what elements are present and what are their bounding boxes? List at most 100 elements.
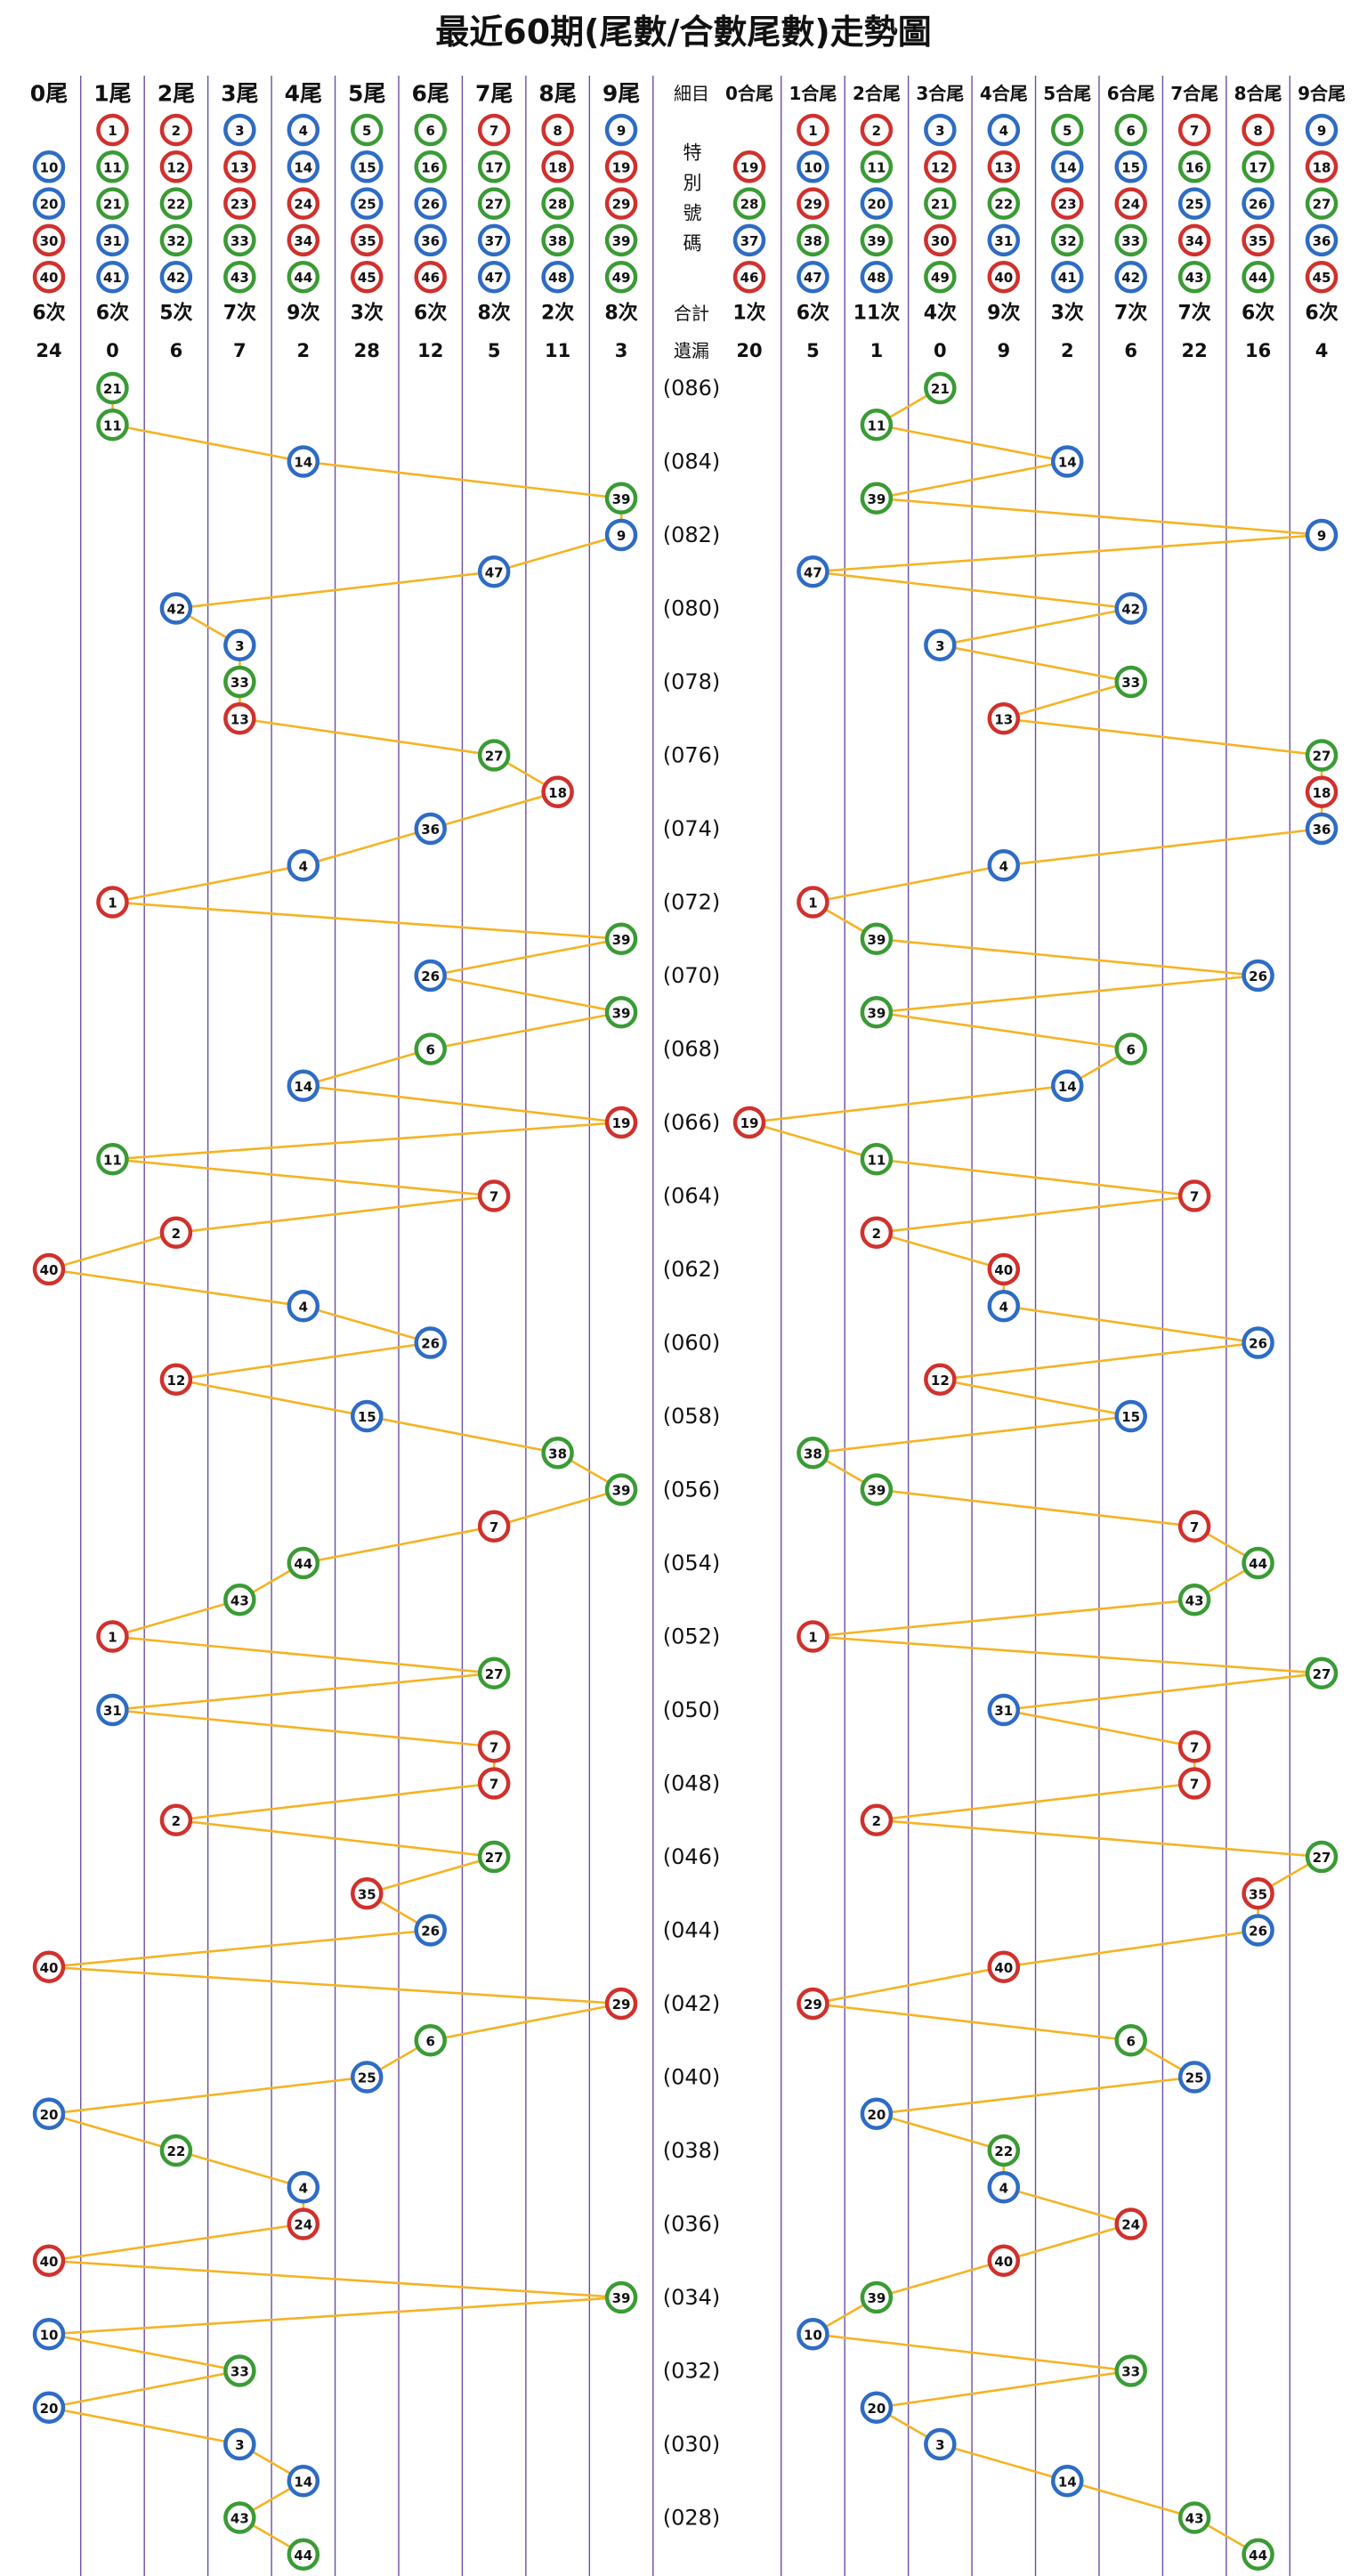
header-ball xyxy=(732,150,766,183)
sum-tail-ball xyxy=(797,2318,829,2351)
tail-ball-number: 14 xyxy=(294,2474,312,2490)
header-ball xyxy=(1177,187,1211,220)
tail-ball-number: 27 xyxy=(485,1666,504,1682)
header-ball-number: 22 xyxy=(994,197,1013,213)
column-label: 3合尾 xyxy=(916,83,964,104)
header-ball-number: 37 xyxy=(740,233,759,249)
header-ball-number: 20 xyxy=(40,197,59,213)
header-ball xyxy=(1177,150,1211,183)
tail-ball xyxy=(32,2391,66,2424)
tail-ball xyxy=(32,2097,66,2130)
header-ball xyxy=(287,223,320,257)
header-ball xyxy=(32,260,66,294)
sum-tail-ball xyxy=(987,2171,1021,2204)
header-ball-number: 36 xyxy=(421,233,440,249)
header-ball xyxy=(987,187,1021,220)
header-ball-number: 46 xyxy=(740,270,759,286)
tail-ball xyxy=(414,1326,447,1359)
missing-label: 遺漏 xyxy=(674,340,709,361)
tail-ball xyxy=(223,2427,256,2461)
tail-ball xyxy=(223,665,256,699)
tail-ball xyxy=(287,1069,320,1102)
header-ball xyxy=(541,113,574,147)
count: 8次 xyxy=(477,302,510,325)
sum-tail-ball-number: 33 xyxy=(1121,675,1140,691)
header-ball-number: 19 xyxy=(612,159,631,175)
header-ball-number: 33 xyxy=(1121,233,1140,249)
header-ball-number: 40 xyxy=(994,270,1013,286)
period-label: (028) xyxy=(663,2506,721,2531)
tail-ball xyxy=(287,2171,320,2204)
tail-ball xyxy=(351,2061,384,2094)
tail-ball xyxy=(604,1473,638,1506)
header-ball xyxy=(1305,223,1339,257)
count: 7次 xyxy=(223,302,256,325)
tail-ball-number: 43 xyxy=(231,2511,249,2527)
header-ball-number: 10 xyxy=(804,159,822,175)
tail-ball xyxy=(477,1510,511,1543)
sum-tail-ball-number: 10 xyxy=(804,2327,822,2343)
tail-ball-number: 42 xyxy=(166,602,185,618)
header-ball-number: 17 xyxy=(1249,159,1267,175)
header-ball xyxy=(1177,260,1211,294)
period-label: (086) xyxy=(663,376,721,401)
header-ball xyxy=(96,113,129,147)
header-ball-number: 25 xyxy=(358,197,376,213)
column-label: 4尾 xyxy=(285,81,322,107)
header-ball xyxy=(797,150,829,183)
sum-tail-ball xyxy=(987,702,1021,735)
column-label: 6合尾 xyxy=(1107,83,1155,104)
tail-ball xyxy=(414,2024,447,2057)
sum-tail-ball-number: 4 xyxy=(999,858,1008,874)
sum-tail-ball xyxy=(860,2280,894,2314)
sum-tail-ball-number: 3 xyxy=(935,2437,944,2453)
header-ball xyxy=(351,260,384,294)
header-ball-number: 27 xyxy=(1313,197,1331,213)
sum-tail-ball xyxy=(1114,2207,1147,2240)
sum-tail-ball xyxy=(1177,2501,1211,2534)
sum-tail-ball xyxy=(1051,2465,1084,2498)
sum-tail-ball xyxy=(1177,2061,1211,2094)
period-label: (062) xyxy=(663,1257,721,1282)
header-ball xyxy=(604,113,638,147)
period-label: (060) xyxy=(663,1331,721,1356)
sum-tail-ball xyxy=(1242,2538,1274,2571)
missing: 5 xyxy=(806,340,820,361)
tail-ball-number: 2 xyxy=(172,1813,181,1829)
sum-tail-ball xyxy=(860,409,894,441)
header-ball xyxy=(1114,223,1147,257)
period-label: (076) xyxy=(663,743,721,768)
header-ball xyxy=(477,187,511,220)
header-ball-number: 37 xyxy=(485,233,504,249)
tail-ball-number: 26 xyxy=(421,968,440,984)
tail-ball xyxy=(351,1399,384,1433)
count: 3次 xyxy=(351,302,384,325)
header-ball-number: 41 xyxy=(1058,270,1077,286)
header-ball-number: 35 xyxy=(1249,233,1267,249)
header-ball-number: 4 xyxy=(299,123,308,139)
tail-ball xyxy=(159,592,193,625)
header-ball xyxy=(860,150,894,183)
count: 11次 xyxy=(853,302,901,325)
tail-ball-number: 40 xyxy=(40,2254,59,2270)
tail-ball-number: 6 xyxy=(425,1042,434,1058)
sum-tail-ball xyxy=(924,628,957,661)
period-label: (068) xyxy=(663,1037,721,1062)
header-ball-number: 48 xyxy=(548,270,567,286)
header-ball-number: 28 xyxy=(740,197,759,213)
header-ball-number: 13 xyxy=(231,159,249,175)
tail-ball xyxy=(604,2280,638,2314)
header-ball xyxy=(96,223,129,257)
header-ball xyxy=(987,150,1021,183)
tail-ball xyxy=(32,2318,66,2351)
missing: 28 xyxy=(354,340,380,361)
header-ball xyxy=(477,260,511,294)
sum-tail-ball-number: 47 xyxy=(804,564,822,580)
count: 6次 xyxy=(1305,302,1338,325)
header-ball xyxy=(477,150,511,183)
sum-tail-ball xyxy=(1305,775,1339,808)
header-ball-number: 31 xyxy=(994,233,1013,249)
count: 7次 xyxy=(1114,302,1147,325)
tail-ball xyxy=(604,518,638,552)
sum-tail-ball-number: 22 xyxy=(994,2143,1013,2159)
